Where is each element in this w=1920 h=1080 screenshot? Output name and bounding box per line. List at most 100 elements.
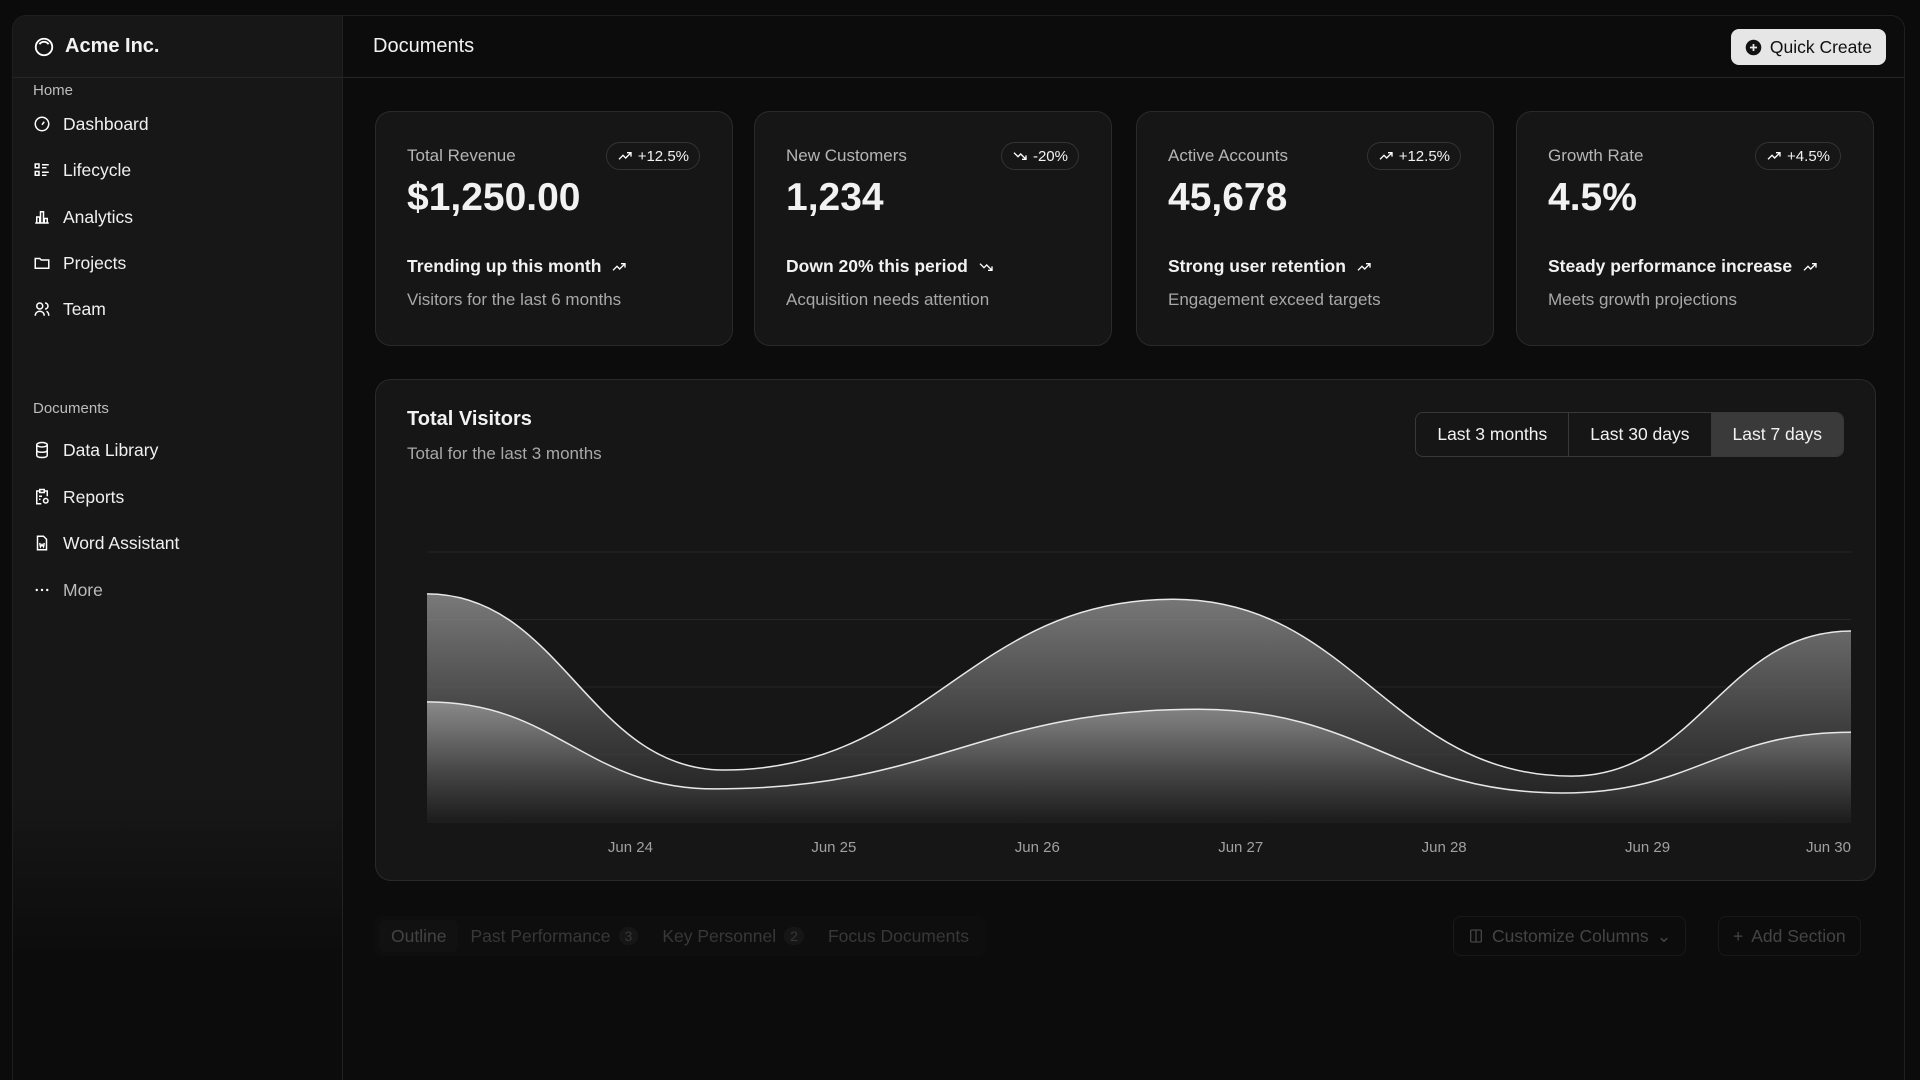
customize-columns-button[interactable]: Customize Columns ⌄ <box>1453 916 1687 956</box>
label: Analytics <box>63 206 134 227</box>
app-window: Acme Inc. Home Dashboard Lifecycle Analy… <box>12 15 1905 1080</box>
range-last-30-days[interactable]: Last 30 days <box>1569 413 1712 456</box>
sidebar-item-dashboard[interactable]: Dashboard <box>33 109 149 139</box>
label: Team <box>63 298 106 319</box>
trending-up-icon <box>618 152 632 160</box>
metric-footer: Steady performance increase <box>1548 256 1818 277</box>
x-tick-label: Jun 26 <box>1015 839 1060 856</box>
chart-title: Total Visitors <box>407 408 532 430</box>
list-details-icon <box>34 163 49 176</box>
dots-icon <box>35 588 49 592</box>
section-home: Home <box>33 82 74 99</box>
trending-down-icon <box>979 262 993 271</box>
label: Data Library <box>63 439 159 460</box>
sidebar-item-word-assistant[interactable]: Word Assistant <box>33 528 179 558</box>
trending-up-icon <box>1379 152 1393 160</box>
view-tabs: Outline Past Performance 3 Key Personnel 2… <box>375 916 985 956</box>
change-badge: +12.5% <box>605 142 700 170</box>
trending-up-icon <box>1803 262 1817 271</box>
section-documents: Documents <box>33 400 109 417</box>
change-badge: +12.5% <box>1366 142 1461 170</box>
columns-icon <box>1470 929 1482 943</box>
add-section-button[interactable]: + Add Section <box>1718 916 1861 956</box>
label: Reports <box>63 486 125 507</box>
x-tick-label: Jun 25 <box>811 839 856 856</box>
page-title: Documents <box>373 35 475 57</box>
total-visitors-card: Total Visitors Total for the last 3 mont… <box>375 379 1876 881</box>
chevron-down-icon: ⌄ <box>1656 925 1672 946</box>
brand-name: Acme Inc. <box>65 35 160 57</box>
tab-outline[interactable]: Outline <box>379 920 459 952</box>
metric-subtext: Meets growth projections <box>1548 290 1737 309</box>
badge-value: +12.5% <box>1398 147 1450 165</box>
label: Past Performance <box>470 925 611 946</box>
sidebar-item-data-library[interactable]: Data Library <box>33 435 158 465</box>
change-badge: +4.5% <box>1755 142 1841 170</box>
plus-circle-icon <box>1745 39 1762 55</box>
quick-create-button[interactable]: Quick Create <box>1730 29 1886 65</box>
brand[interactable]: Acme Inc. <box>13 16 342 78</box>
metric-card: New Customers -20% 1,234 Down 20% this p… <box>754 111 1112 346</box>
report-icon <box>36 488 49 505</box>
footer-text: Down 20% this period <box>786 256 968 276</box>
logo-icon <box>34 37 54 56</box>
folder-icon <box>34 257 50 269</box>
label: Add Section <box>1751 925 1846 946</box>
series-area-2 <box>427 701 1851 822</box>
metric-card: Active Accounts +12.5% 45,678 Strong use… <box>1136 111 1494 346</box>
sidebar-item-lifecycle[interactable]: Lifecycle <box>33 155 131 185</box>
label: Key Personnel <box>662 925 777 946</box>
trending-down-icon <box>1013 152 1027 160</box>
sidebar-item-projects[interactable]: Projects <box>33 248 126 278</box>
metric-value: 45,678 <box>1168 176 1288 219</box>
footer-text: Strong user retention <box>1168 256 1346 276</box>
label: Customize Columns <box>1492 925 1649 946</box>
sidebar-item-more[interactable]: More <box>33 575 103 605</box>
change-badge: -20% <box>1000 142 1079 170</box>
tab-focus-documents[interactable]: Focus Documents <box>816 920 981 952</box>
users-icon <box>34 302 50 316</box>
metric-label: Active Accounts <box>1168 146 1289 165</box>
series-line-1 <box>426 593 1852 777</box>
label: Quick Create <box>1769 36 1872 57</box>
trending-up-icon <box>612 262 627 271</box>
sidebar: Acme Inc. Home Dashboard Lifecycle Analy… <box>13 16 343 1080</box>
plus-icon: + <box>1733 925 1744 946</box>
badge-value: +12.5% <box>637 147 689 165</box>
top-bar: Documents Quick Create <box>343 16 1904 78</box>
badge-value: -20% <box>1032 147 1068 165</box>
count-badge: 2 <box>784 927 804 945</box>
range-toggle: Last 3 months Last 30 days Last 7 days <box>1415 412 1844 457</box>
x-tick-label: Jun 27 <box>1218 839 1263 856</box>
sidebar-item-analytics[interactable]: Analytics <box>33 202 133 232</box>
tab-past-performance[interactable]: Past Performance 3 <box>458 920 650 952</box>
gauge-icon <box>34 116 50 132</box>
sidebar-item-team[interactable]: Team <box>33 294 106 324</box>
metric-card: Growth Rate +4.5% 4.5% Steady performanc… <box>1516 111 1874 346</box>
range-last-3-months[interactable]: Last 3 months <box>1416 413 1570 456</box>
series-line-2 <box>426 701 1852 794</box>
label: Projects <box>63 252 127 273</box>
metric-label: New Customers <box>786 146 907 165</box>
metric-subtext: Acquisition needs attention <box>786 290 990 309</box>
range-last-7-days[interactable]: Last 7 days <box>1711 413 1843 456</box>
footer-text: Trending up this month <box>407 256 602 276</box>
label: More <box>63 579 103 600</box>
metric-subtext: Visitors for the last 6 months <box>407 290 622 309</box>
metric-value: 4.5% <box>1548 176 1637 219</box>
metric-footer: Down 20% this period <box>786 256 994 277</box>
sidebar-item-reports[interactable]: Reports <box>33 482 124 512</box>
database-icon <box>36 441 48 459</box>
count-badge: 3 <box>618 927 639 945</box>
label: Lifecycle <box>63 159 132 180</box>
tab-key-personnel[interactable]: Key Personnel 2 <box>650 920 816 952</box>
footer-text: Steady performance increase <box>1548 256 1793 276</box>
metric-label: Total Revenue <box>407 146 516 165</box>
bar-chart-icon <box>35 211 49 224</box>
label: Outline <box>391 925 447 946</box>
x-tick-label: Jun 29 <box>1625 839 1670 856</box>
label: Word Assistant <box>63 532 180 553</box>
metric-value: $1,250.00 <box>407 176 581 219</box>
chart-subtitle: Total for the last 3 months <box>407 444 602 463</box>
trending-up-icon <box>1767 152 1781 160</box>
